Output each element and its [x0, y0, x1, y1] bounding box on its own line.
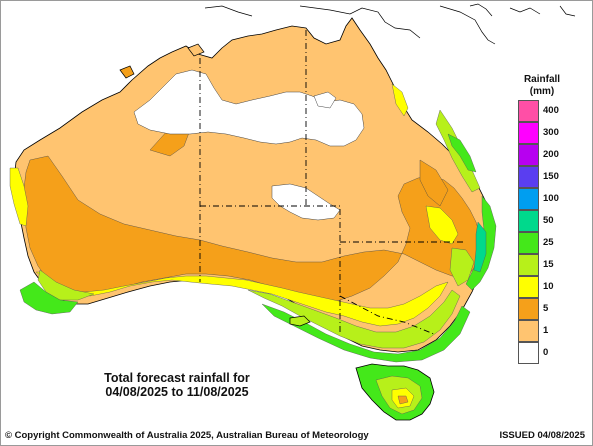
copyright-notice: © Copyright Commonwealth of Australia 20…	[5, 430, 369, 441]
no-rain-areas	[133, 69, 365, 221]
legend-swatch-0	[518, 342, 539, 364]
legend-label-400: 400	[543, 105, 559, 116]
legend-label-5: 5	[543, 303, 549, 314]
legend-swatch-50	[518, 210, 539, 232]
tasmania	[355, 363, 435, 421]
legend-swatch-15	[518, 254, 539, 276]
yellow-rain-bands	[9, 83, 459, 327]
legend-label-10: 10	[543, 281, 554, 292]
legend-label-300: 300	[543, 127, 559, 138]
caption-period: 04/08/2025 to 11/08/2025	[105, 385, 249, 399]
legend-swatch-300	[518, 122, 539, 144]
legend-swatch-150	[518, 166, 539, 188]
green-rain-bands	[19, 133, 497, 363]
legend-label-1: 1	[543, 325, 549, 336]
legend-swatch-25	[518, 232, 539, 254]
legend-swatch-10	[518, 276, 539, 298]
kangaroo-island	[289, 315, 311, 327]
legend-title: Rainfall (mm)	[512, 74, 572, 98]
legend-label-0: 0	[543, 347, 549, 358]
state-borders	[199, 30, 466, 335]
legend-swatch-100	[518, 188, 539, 210]
neighbour-coastlines	[204, 3, 576, 45]
issued-date: ISSUED 04/08/2025	[499, 430, 585, 441]
rainfall-legend: Rainfall (mm) 400 300 200 150 100 50 25 15 10 5 1 0	[512, 74, 572, 364]
legend-swatch-200	[518, 144, 539, 166]
legend-title-unit: (mm)	[529, 86, 555, 97]
small-island	[119, 65, 135, 79]
legend-label-15: 15	[543, 259, 554, 270]
legend-swatch-1	[518, 320, 539, 342]
legend-label-25: 25	[543, 237, 554, 248]
legend-label-50: 50	[543, 215, 554, 226]
heavy-rain-patch	[473, 221, 487, 273]
legend-label-150: 150	[543, 171, 559, 182]
legend-title-label: Rainfall	[523, 74, 561, 85]
caption-title: Total forecast rainfall for	[104, 371, 250, 385]
legend-swatch-400	[518, 100, 539, 122]
legend-swatch-5	[518, 298, 539, 320]
legend-label-100: 100	[543, 193, 559, 204]
small-island	[187, 43, 205, 57]
map-caption: Total forecast rainfall for 04/08/2025 t…	[62, 371, 292, 399]
legend-label-200: 200	[543, 149, 559, 160]
